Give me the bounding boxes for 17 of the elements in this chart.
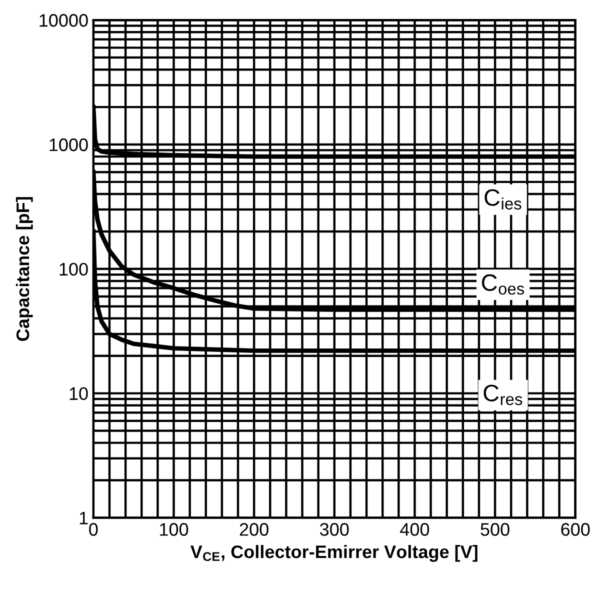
- x-tick-label: 200: [240, 523, 268, 536]
- series-label: C$_{ies}$: [484, 189, 522, 210]
- x-tick-label: 100: [160, 523, 188, 536]
- y-tick-label: 1000: [50, 138, 88, 152]
- y-tick-label: 100: [60, 262, 88, 276]
- y-tick-label: 10000: [40, 14, 88, 27]
- series-label: C$_{oes}$: [482, 274, 524, 295]
- y-axis-title: Capacitance [pF]: [16, 197, 33, 341]
- y-tick-label: 10: [70, 387, 88, 400]
- x-tick-label: 600: [561, 523, 590, 536]
- x-tick-label: 300: [320, 523, 349, 536]
- y-tick-label: 1: [80, 512, 88, 524]
- series-label: C$_{res}$: [484, 384, 522, 406]
- x-tick-label: 400: [400, 523, 430, 536]
- x-tick-label: 0: [89, 523, 98, 536]
- x-axis-title: V$_{CE}$, Collector-Emirrer Voltage [V]: [190, 544, 478, 562]
- x-tick-label: 500: [480, 523, 510, 536]
